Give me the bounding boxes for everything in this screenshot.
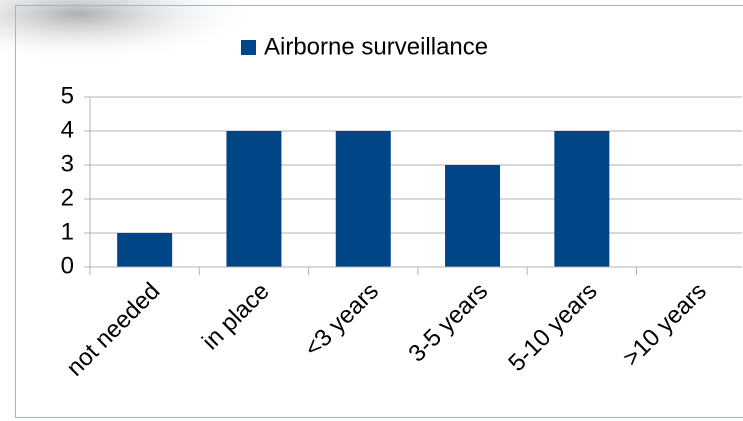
y-tick-label: 4 bbox=[61, 116, 74, 143]
chart-frame bbox=[15, 5, 743, 418]
bar bbox=[226, 131, 282, 267]
y-tick-label: 0 bbox=[61, 252, 74, 279]
legend-swatch bbox=[241, 40, 256, 55]
y-tick-label: 5 bbox=[61, 82, 74, 109]
bar bbox=[554, 131, 610, 267]
legend: Airborne surveillance bbox=[241, 33, 488, 60]
screen-shadow bbox=[0, 0, 260, 70]
bar bbox=[117, 233, 173, 267]
y-tick-label: 3 bbox=[61, 150, 74, 177]
y-tick-label: 1 bbox=[61, 218, 74, 245]
bar bbox=[445, 165, 501, 267]
y-tick-label: 2 bbox=[61, 184, 74, 211]
bar bbox=[335, 131, 391, 267]
legend-label: Airborne surveillance bbox=[264, 33, 488, 60]
